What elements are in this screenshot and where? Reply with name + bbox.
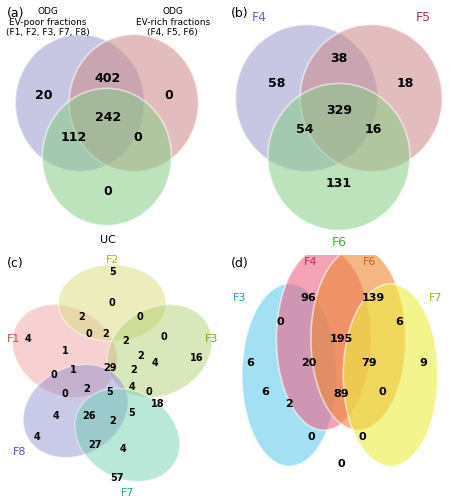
Text: 0: 0 [359, 432, 366, 442]
Text: 26: 26 [82, 411, 95, 421]
Ellipse shape [13, 304, 117, 398]
Text: UC: UC [100, 235, 116, 245]
Text: F4: F4 [304, 257, 317, 267]
Ellipse shape [69, 34, 198, 172]
Text: 4: 4 [152, 358, 159, 368]
Text: 38: 38 [330, 52, 348, 66]
Text: 0: 0 [337, 459, 345, 469]
Text: 79: 79 [361, 358, 377, 368]
Text: 20: 20 [301, 358, 317, 368]
Text: 5: 5 [109, 267, 116, 277]
Ellipse shape [15, 34, 145, 172]
Ellipse shape [42, 88, 172, 226]
Text: 16: 16 [189, 353, 203, 363]
Ellipse shape [235, 24, 378, 172]
Text: 0: 0 [62, 389, 68, 399]
Text: 329: 329 [326, 104, 352, 117]
Text: 195: 195 [330, 334, 352, 344]
Text: 29: 29 [103, 363, 117, 373]
Text: ODG
EV-rich fractions
(F4, F5, F6): ODG EV-rich fractions (F4, F5, F6) [136, 7, 210, 37]
Text: 2: 2 [137, 351, 144, 361]
Text: 4: 4 [53, 411, 60, 421]
Text: 4: 4 [33, 432, 40, 442]
Text: 139: 139 [362, 293, 385, 303]
Text: 2: 2 [130, 365, 137, 375]
Text: (b): (b) [231, 8, 249, 20]
Text: 54: 54 [296, 124, 313, 136]
Text: 0: 0 [145, 387, 152, 397]
Text: F3: F3 [233, 293, 247, 303]
Text: 0: 0 [277, 317, 285, 327]
Text: (d): (d) [231, 258, 249, 270]
Text: 1: 1 [70, 365, 77, 375]
Text: 58: 58 [268, 77, 285, 90]
Text: 96: 96 [301, 293, 317, 303]
Text: 1: 1 [62, 346, 68, 356]
Ellipse shape [300, 24, 442, 172]
Text: ODG
EV-poor fractions
(F1, F2, F3, F7, F8): ODG EV-poor fractions (F1, F2, F3, F7, F… [6, 7, 89, 37]
Text: 9: 9 [419, 358, 427, 368]
Ellipse shape [23, 364, 128, 458]
Text: 2: 2 [109, 416, 116, 426]
Text: 5: 5 [128, 408, 135, 418]
Text: F3: F3 [205, 334, 218, 344]
Ellipse shape [107, 304, 212, 398]
Text: F8: F8 [13, 447, 26, 457]
Text: 112: 112 [60, 131, 87, 144]
Text: 0: 0 [307, 432, 315, 442]
Ellipse shape [242, 284, 337, 466]
Text: 242: 242 [95, 111, 121, 124]
Text: 6: 6 [395, 317, 403, 327]
Text: 89: 89 [333, 389, 349, 399]
Text: 0: 0 [134, 131, 142, 144]
Text: 0: 0 [104, 184, 112, 198]
Ellipse shape [75, 388, 180, 482]
Text: 0: 0 [51, 370, 57, 380]
Text: F6: F6 [362, 257, 376, 267]
Text: F6: F6 [331, 236, 347, 249]
Ellipse shape [58, 264, 166, 342]
Text: (c): (c) [7, 258, 23, 270]
Text: 4: 4 [119, 444, 127, 454]
Text: 57: 57 [110, 473, 123, 483]
Text: F1: F1 [6, 334, 20, 344]
Text: F5: F5 [415, 10, 431, 24]
Text: 16: 16 [365, 124, 382, 136]
Ellipse shape [343, 284, 438, 466]
Text: F7: F7 [121, 488, 134, 498]
Text: 6: 6 [262, 387, 269, 397]
Text: 4: 4 [128, 382, 135, 392]
Text: 402: 402 [95, 72, 121, 85]
Text: 131: 131 [326, 178, 352, 190]
Text: 0: 0 [137, 312, 144, 322]
Text: 0: 0 [109, 298, 116, 308]
Text: 2: 2 [286, 399, 293, 409]
Ellipse shape [311, 248, 406, 430]
Text: 20: 20 [35, 89, 52, 102]
Text: 2: 2 [79, 312, 85, 322]
Text: 0: 0 [378, 387, 386, 397]
Text: F2: F2 [106, 255, 119, 265]
Ellipse shape [277, 248, 371, 430]
Text: 6: 6 [247, 358, 255, 368]
Text: 18: 18 [151, 399, 164, 409]
Text: 27: 27 [88, 440, 102, 450]
Text: F7: F7 [429, 293, 443, 303]
Text: 2: 2 [122, 336, 128, 346]
Text: F4: F4 [251, 10, 267, 24]
Text: 0: 0 [161, 332, 167, 342]
Text: 4: 4 [25, 334, 31, 344]
Text: 2: 2 [102, 329, 109, 339]
Ellipse shape [268, 84, 410, 231]
Text: 2: 2 [83, 384, 90, 394]
Text: 0: 0 [85, 329, 92, 339]
Text: 5: 5 [107, 387, 114, 397]
Text: 0: 0 [164, 89, 173, 102]
Text: 18: 18 [397, 77, 414, 90]
Text: (a): (a) [7, 8, 24, 20]
